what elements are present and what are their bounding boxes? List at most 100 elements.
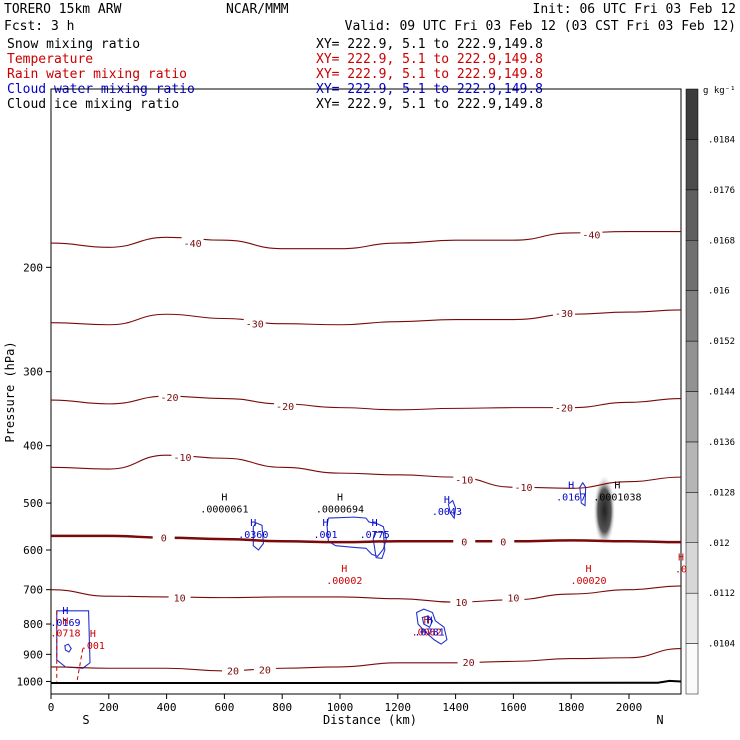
contour-label: 10 (507, 594, 519, 605)
x-tick-label: 0 (48, 701, 55, 714)
contour-label: -40 (184, 239, 202, 250)
max-value: .0000061 (200, 505, 248, 516)
contour-label: 0 (461, 537, 467, 548)
contour-label: 20 (463, 658, 475, 669)
colorbar-tick-label: .0144 (708, 388, 735, 398)
temperature-contour (50, 454, 682, 489)
temperature-contour (50, 230, 681, 250)
max-marker: H (250, 518, 256, 529)
field-list: Snow mixing ratio XY= 222.9, 5.1 to 222.9… (7, 37, 543, 112)
contour-label-bg (552, 307, 575, 319)
colorbar-tick-label: .0104 (708, 640, 735, 650)
cloud-water-contour (252, 522, 264, 551)
colorbar-swatch (685, 542, 699, 594)
max-value: .00020 (570, 576, 606, 587)
max-marker: H (678, 553, 684, 564)
cloud-water-contour (447, 499, 457, 520)
y-axis: 200 300 400 500 600 700 800 900 1000 (17, 261, 51, 688)
contour-label: -40 (582, 230, 600, 241)
contour-label-bg (457, 656, 480, 668)
y-tick-label: 800 (23, 618, 43, 631)
colorbar-swatch (685, 391, 699, 443)
y-axis-title: Pressure (hPa) (3, 341, 17, 442)
max-marker: H (62, 616, 68, 627)
cloud-contours (56, 474, 616, 682)
max-value: .0169 (50, 618, 80, 629)
temperature-contour (50, 585, 682, 603)
max-marker: H (337, 493, 343, 504)
contour-label: -20 (276, 402, 294, 413)
colorbar-swatch (685, 592, 699, 644)
rain-water-contour (56, 610, 84, 682)
contour-label: -10 (455, 475, 473, 486)
colorbar-tick-label: .0152 (708, 337, 735, 347)
y-tick-label: 200 (23, 261, 43, 274)
south-label: S (82, 713, 89, 727)
contour-label: 10 (174, 593, 186, 604)
colorbar-swatch (685, 340, 699, 392)
colorbar-unit: g kg⁻¹ (703, 86, 736, 96)
x-axis: 0 200 400 600 800 1000 1200 1400 1600 1800 2000 (48, 694, 643, 714)
max-marker: H (62, 606, 68, 617)
contour-label: 20 (227, 666, 239, 677)
colorbar-tick-label: .0168 (708, 236, 735, 246)
colorbar-swatch (685, 240, 699, 291)
max-value: .0001038 (593, 492, 641, 503)
x-tick-label: 1800 (558, 701, 585, 714)
contour-label-bg (450, 595, 473, 607)
colorbar-tick-label: .0112 (708, 589, 735, 599)
contour-label: -30 (555, 309, 573, 320)
contour-label-bg (243, 317, 266, 329)
max-value: .0167 (556, 492, 586, 503)
colorbar-tick-label: .012 (708, 539, 730, 549)
colorbar-swatch (685, 189, 699, 241)
temperature-contour (50, 309, 682, 326)
x-tick-label: 1600 (500, 701, 527, 714)
max-value: .0781 (415, 628, 445, 639)
max-marker: H (90, 629, 96, 640)
max-marker: H (586, 564, 592, 575)
y-tick-label: 400 (23, 440, 43, 453)
contour-label: 0 (161, 534, 167, 545)
colorbar: g kg⁻¹ .0104 .0112 .012 .0128 .0136 .0144 .0152… (685, 86, 736, 695)
contour-label: -20 (555, 404, 573, 415)
field-name: Rain water mixing ratio (7, 67, 187, 82)
field-name: Snow mixing ratio (7, 37, 140, 52)
contour-label-bg (580, 228, 603, 240)
colorbar-swatch (685, 643, 699, 695)
max-marker: H (444, 495, 450, 506)
contour-label: -20 (160, 393, 178, 404)
max-value: .00002 (326, 576, 362, 587)
max-marker: H (424, 616, 430, 627)
max-value: .0082 (412, 628, 442, 639)
plot-area: -40 -40 -30 -30 -20 -20 -20 -10 -10 -10 0 0 0 10 10 10 2… (50, 88, 687, 695)
y-tick-label: 900 (23, 648, 43, 661)
fcst-label: Fcst: 3 h (4, 19, 74, 34)
field-name: Cloud ice mixing ratio (7, 97, 179, 112)
contour-label-bg (168, 591, 191, 603)
colorbar-tick-label: .0184 (708, 135, 735, 145)
temperature-contours (50, 230, 682, 672)
y-tick-label: 300 (23, 366, 43, 379)
max-marker: H (568, 480, 574, 491)
model-label: TORERO 15km ARW (4, 2, 122, 17)
max-marker: H (614, 480, 620, 491)
contour-label: -10 (173, 453, 191, 464)
colorbar-swatch (685, 441, 699, 493)
max-value: .0360 (238, 530, 268, 541)
colorbar-tick-label: .0128 (708, 488, 735, 498)
north-label: N (656, 713, 663, 727)
max-marker: H (372, 518, 378, 529)
contour-label-bg (512, 481, 535, 493)
max-marker: H (427, 616, 433, 627)
contour-label-bg (453, 473, 476, 485)
terrain-line (51, 679, 682, 684)
x-tick-label: 2000 (616, 701, 643, 714)
field-xy-range: XY= 222.9, 5.1 to 222.9,149.8 (316, 97, 543, 112)
contour-label-bg (171, 451, 194, 463)
colorbar-swatch (685, 88, 699, 140)
contour-label-bg (181, 237, 204, 249)
contour-label-bg (502, 591, 525, 603)
contour-label-bg (222, 664, 245, 676)
contour-label-bg (158, 390, 181, 402)
